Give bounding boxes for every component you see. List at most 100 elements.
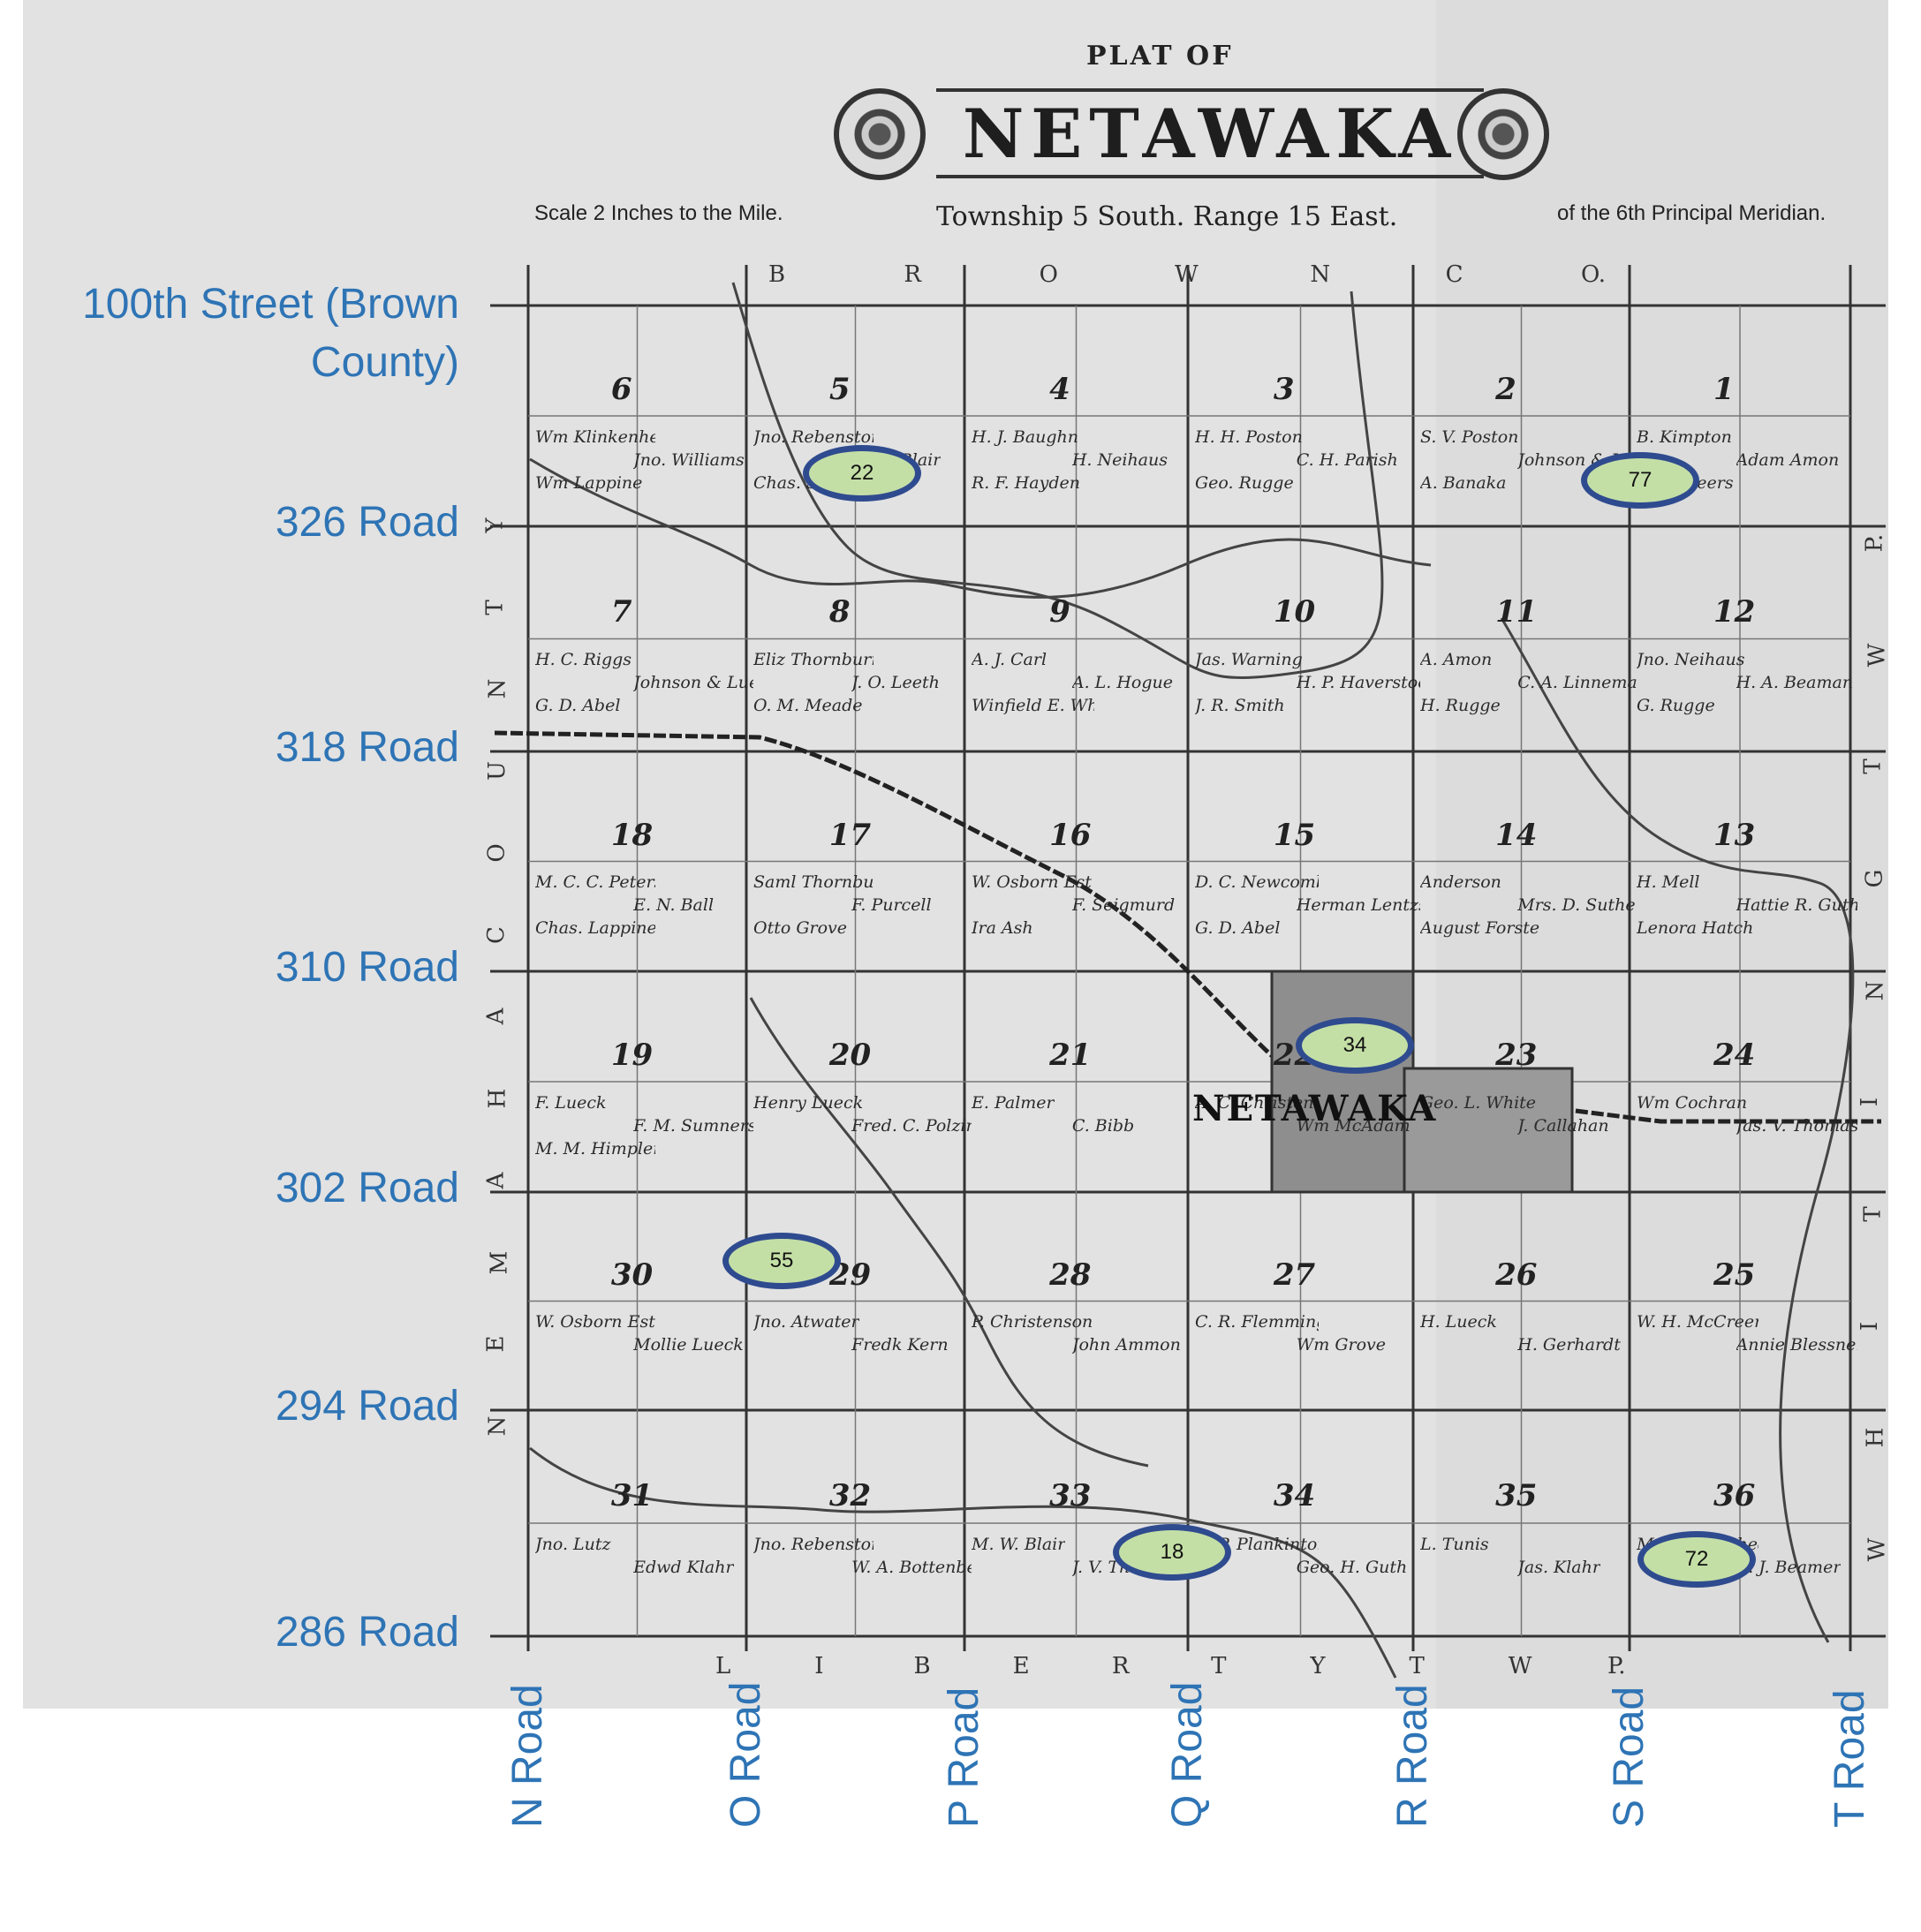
owner-name: Wm Klinkenhead: [535, 426, 655, 447]
owner-name: C. R. Flemming: [1195, 1311, 1320, 1332]
section-number: 19: [610, 1038, 654, 1073]
owner-name: H. Gerhardt: [1517, 1334, 1621, 1355]
railroad-line: [494, 730, 1881, 1124]
township-range: Township 5 South. Range 15 East.: [936, 201, 1398, 232]
border-letter: G: [1861, 869, 1888, 888]
section-number: 2: [1495, 372, 1516, 407]
map-paper-inner: [23, 0, 1436, 1709]
owner-name: A. Banaka: [1420, 472, 1507, 493]
section-number: 6: [610, 372, 632, 407]
owner-name: Anderson: [1420, 872, 1501, 892]
town-label: NETAWAKA: [1192, 1088, 1438, 1129]
owner-name: W. A. Bottenberg: [851, 1557, 972, 1577]
owner-name: G. D. Abel: [535, 696, 621, 716]
border-letter: N: [484, 1415, 511, 1437]
netawaka-townsite: [1270, 970, 1415, 1194]
border-letter: N: [1862, 980, 1889, 1001]
road-label-horizontal: 310 Road: [275, 944, 459, 991]
owner-name: G. D. Abel: [1195, 917, 1281, 938]
section-number: 33: [1049, 1477, 1092, 1513]
section-number: 24: [1713, 1038, 1756, 1073]
border-letter: T: [1409, 1653, 1425, 1679]
section-number: 25: [1713, 1257, 1756, 1294]
owner-name: H. P. Haverstock: [1296, 673, 1420, 693]
meridian-note: of the 6th Principal Meridian.: [1557, 201, 1826, 225]
owner-name: H. C. Riggs: [535, 650, 632, 670]
owner-name: Herman Lentzsch: [1296, 894, 1420, 915]
owner-name: C. A. Linnemann: [1517, 673, 1637, 693]
owner-name: F. Purcell: [851, 894, 932, 915]
school-marker-55[interactable]: 55: [722, 1233, 841, 1289]
section-number: 5: [828, 372, 851, 407]
owner-name: Chas. Lappine: [535, 917, 655, 938]
owner-name: R. F. Hayden: [972, 472, 1080, 493]
owner-name: Wm Cochran: [1637, 1092, 1748, 1113]
border-letter: A: [482, 1172, 510, 1189]
school-marker-72[interactable]: 72: [1637, 1531, 1756, 1588]
owner-name: Geo. Rugge: [1195, 472, 1294, 493]
owner-name: A. J. Beamer: [1736, 1557, 1842, 1577]
owner-name: Jas. Warning: [1195, 650, 1303, 670]
border-letter: H: [1862, 1427, 1889, 1448]
owner-name: B. Kimpton: [1637, 426, 1732, 447]
owner-name: J. O. Leeth: [851, 673, 940, 693]
section-number: 11: [1495, 593, 1538, 630]
owner-name: M. C. C. Peterson: [535, 872, 655, 892]
border-letter: U: [483, 761, 511, 781]
section-number: 14: [1495, 817, 1538, 853]
border-letter: Y: [1310, 1653, 1326, 1679]
owner-name: Fred. C. Polzin: [851, 1115, 972, 1136]
border-letter: O: [1039, 261, 1058, 288]
owner-name: W. Osborn Est: [972, 872, 1092, 892]
owner-name: Jas. V. Thomas: [1736, 1115, 1858, 1136]
road-label-vertical: S Road: [1606, 1686, 1653, 1828]
road-label-vertical: N Road: [504, 1684, 551, 1828]
left-rosette-icon: [834, 88, 926, 180]
border-letter: W: [1508, 1653, 1532, 1679]
title-banner: NETAWAKA: [936, 88, 1484, 178]
section-number: 23: [1495, 1038, 1538, 1073]
border-letter: B: [768, 261, 786, 288]
owner-name: Jno. Lutz: [535, 1534, 611, 1554]
owner-name: Hattie R. Guth: [1736, 894, 1858, 915]
border-letter: N: [484, 679, 511, 699]
owner-name: Mollie Lueck: [633, 1334, 744, 1355]
border-letter: L: [715, 1653, 731, 1679]
owner-name: H. Lueck: [1420, 1311, 1497, 1332]
road-label-horizontal: 100th Street (Brown County): [82, 281, 459, 386]
school-marker-18[interactable]: 18: [1113, 1524, 1231, 1581]
section-number: 7: [610, 593, 632, 630]
section-number: 9: [1049, 593, 1070, 630]
owner-name: S. V. Poston: [1420, 426, 1519, 447]
owner-name: Jno. Rebenstorf Est: [753, 1534, 874, 1554]
border-letter: T: [1211, 1653, 1227, 1679]
section-number: 12: [1713, 593, 1756, 630]
owner-name: W. Osborn Est: [535, 1311, 655, 1332]
owner-name: D. C. Newcomb: [1195, 872, 1320, 892]
border-letter: R: [904, 261, 921, 288]
owner-name: Jno. Williams: [633, 449, 745, 470]
school-marker-34[interactable]: 34: [1296, 1017, 1414, 1074]
school-marker-77[interactable]: 77: [1581, 452, 1699, 509]
owner-name: Mrs. D. Sutherland: [1517, 894, 1637, 915]
owner-name: F. M. Sumners: [633, 1115, 753, 1136]
east-creek: [1500, 617, 1855, 1643]
owner-name: E. N. Ball: [633, 894, 715, 915]
border-letter: Y: [481, 517, 509, 533]
owner-name: A. C. Christensen: [1195, 1092, 1319, 1113]
road-label-vertical: T Road: [1826, 1689, 1873, 1828]
section-number: 16: [1049, 817, 1092, 853]
owner-name: M. M. Himpler: [535, 1138, 655, 1158]
section-number: 4: [1049, 372, 1070, 407]
owner-name: Jno. Neihaus: [1637, 650, 1745, 670]
plat-of-heading: PLAT OF: [1086, 41, 1234, 72]
school-marker-22[interactable]: 22: [803, 445, 921, 502]
border-letter: P.: [1861, 533, 1888, 553]
owner-name: Adam Amon: [1736, 449, 1840, 470]
parcel-lines: [528, 306, 1850, 1636]
owner-name: Geo. L. White: [1420, 1092, 1537, 1113]
border-letter: M: [486, 1250, 513, 1274]
owner-name: C. H. Parish: [1296, 449, 1398, 470]
muddy-creek: [731, 282, 1384, 679]
